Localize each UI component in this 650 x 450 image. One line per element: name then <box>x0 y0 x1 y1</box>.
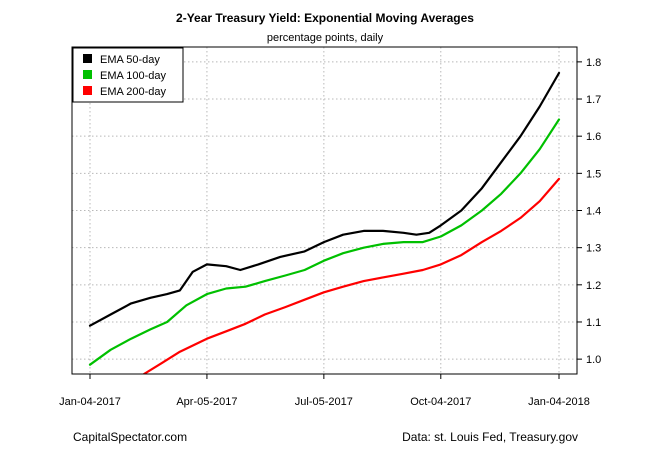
x-tick-label: Jan-04-2017 <box>59 396 121 408</box>
x-axis: Jan-04-2017 Apr-05-2017 Jul-05-2017 Oct-04-… <box>59 374 590 408</box>
y-tick-label: 1.2 <box>586 280 601 292</box>
legend-swatch-ema100 <box>83 70 92 79</box>
x-tick-label: Apr-05-2017 <box>176 396 237 408</box>
y-tick-label: 1.4 <box>586 206 601 218</box>
footer-source-site: CapitalSpectator.com <box>73 430 187 444</box>
x-tick-label: Oct-04-2017 <box>410 396 471 408</box>
legend-label-ema100: EMA 100-day <box>100 70 167 82</box>
series-lines <box>88 71 561 374</box>
y-tick-label: 1.5 <box>586 168 601 180</box>
y-tick-label: 1.8 <box>586 57 601 69</box>
ema-200-day-line <box>142 177 561 374</box>
grid-lines <box>72 47 577 374</box>
chart-subtitle: percentage points, daily <box>267 32 384 44</box>
legend-swatch-ema50 <box>83 54 92 63</box>
y-axis: 1.0 1.1 1.2 1.3 1.4 1.5 1.6 1.7 1.8 <box>577 57 601 366</box>
y-tick-label: 1.1 <box>586 317 601 329</box>
legend-label-ema200: EMA 200-day <box>100 86 167 98</box>
x-tick-label: Jan-04-2018 <box>528 396 590 408</box>
y-tick-label: 1.0 <box>586 354 601 366</box>
legend-label-ema50: EMA 50-day <box>100 54 160 66</box>
y-tick-label: 1.7 <box>586 94 601 106</box>
ema-100-day-line <box>88 118 561 366</box>
x-tick-label: Jul-05-2017 <box>295 396 353 408</box>
ema-50-day-line <box>88 71 561 327</box>
legend: EMA 50-day EMA 100-day EMA 200-day <box>72 47 184 103</box>
chart-title: 2-Year Treasury Yield: Exponential Movin… <box>176 11 474 25</box>
footer-data-source: Data: st. Louis Fed, Treasury.gov <box>402 430 578 444</box>
y-tick-label: 1.3 <box>586 243 601 255</box>
y-tick-label: 1.6 <box>586 131 601 143</box>
legend-swatch-ema200 <box>83 86 92 95</box>
